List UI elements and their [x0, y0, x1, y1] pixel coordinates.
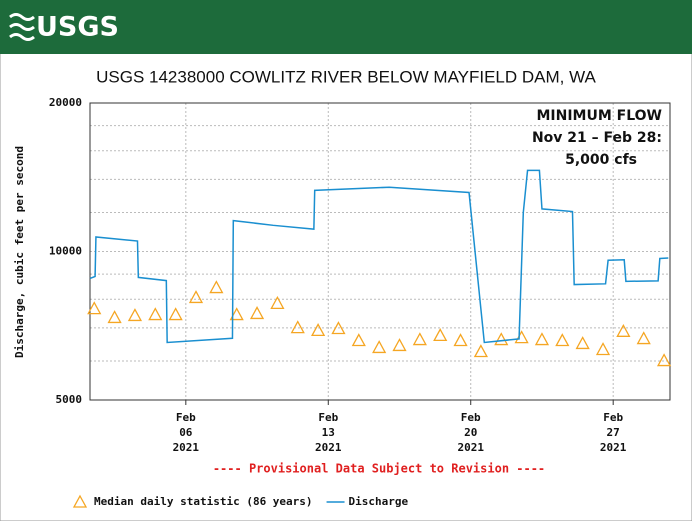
median-marker — [87, 301, 102, 315]
legend-marker — [72, 494, 88, 508]
median-marker — [127, 308, 143, 322]
median-marker — [534, 332, 550, 346]
median-marker — [331, 321, 346, 335]
median-marker — [148, 307, 163, 321]
note: ---- Provisional Data Subject to Revisio… — [213, 462, 545, 476]
median-marker — [351, 333, 366, 347]
annotation: 5,000 cfs — [565, 152, 637, 168]
median-marker — [392, 338, 407, 352]
median-marker — [473, 344, 489, 358]
x-tick-label: Feb 13 2021 — [315, 411, 342, 454]
y-axis-label: Discharge, cubic feet per second — [13, 146, 26, 358]
median-marker — [290, 320, 305, 334]
annotation: Nov 21 – Feb 28: — [532, 130, 662, 146]
median-marker — [494, 332, 509, 346]
median-marker — [412, 332, 427, 346]
median-marker — [270, 296, 285, 310]
chart-title: USGS 14238000 COWLITZ RIVER BELOW MAYFIE… — [96, 67, 596, 86]
median-marker — [168, 307, 183, 321]
median-marker — [555, 333, 570, 347]
x-tick-label: Feb 20 2021 — [457, 411, 484, 454]
annotation: MINIMUM FLOW — [536, 108, 662, 124]
median-marker — [209, 280, 224, 294]
header-bar — [0, 0, 692, 54]
legend-label: Median daily statistic (86 years) — [94, 495, 313, 508]
median-marker — [372, 340, 387, 354]
y-tick-label: 10000 — [49, 245, 82, 258]
median-marker — [453, 333, 468, 347]
median-marker — [636, 331, 651, 345]
plot-border — [89, 102, 671, 401]
median-marker — [229, 307, 244, 321]
median-marker — [188, 290, 204, 304]
logo: USGS — [36, 12, 119, 43]
median-marker — [656, 353, 672, 367]
median-marker — [107, 310, 122, 324]
median-marker — [433, 328, 448, 342]
logo-waves — [9, 13, 35, 41]
median-marker — [249, 306, 265, 320]
median-marker — [616, 323, 631, 337]
discharge-line — [89, 169, 669, 344]
y-tick-label: 5000 — [56, 393, 83, 406]
median-marker — [311, 323, 326, 337]
median-marker — [595, 342, 611, 356]
x-tick-label: Feb 27 2021 — [600, 411, 627, 454]
y-tick-label: 20000 — [49, 96, 82, 109]
legend-label: Discharge — [349, 495, 409, 508]
median-marker — [575, 336, 590, 350]
x-tick-label: Feb 06 2021 — [173, 411, 200, 454]
